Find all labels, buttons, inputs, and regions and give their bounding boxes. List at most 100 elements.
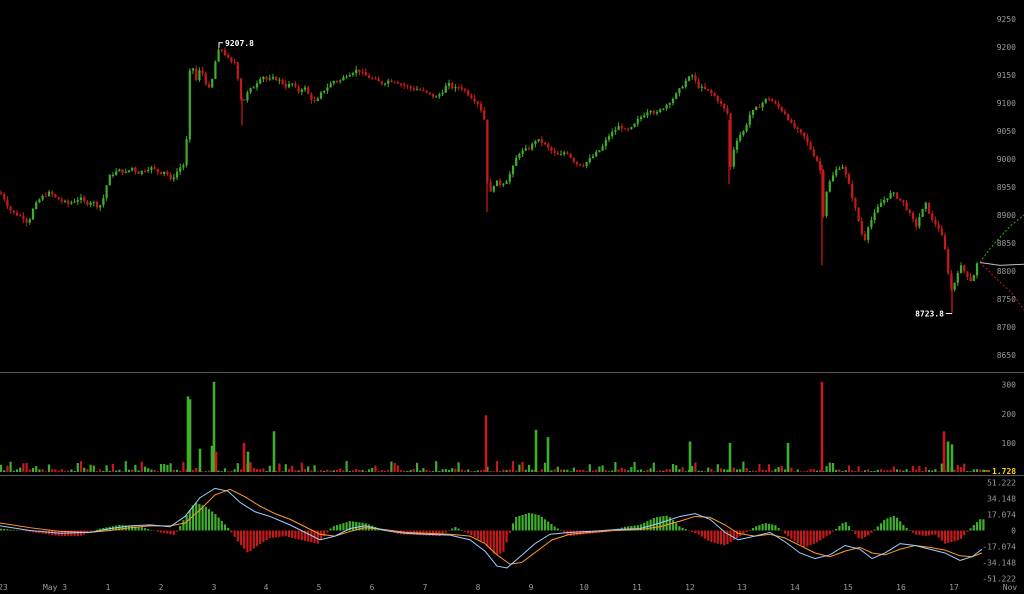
- candle-body[interactable]: [9, 206, 12, 211]
- candle-body[interactable]: [147, 169, 150, 172]
- candle-body[interactable]: [105, 185, 108, 199]
- candle-body[interactable]: [655, 112, 659, 114]
- volume-bar[interactable]: [307, 466, 310, 472]
- volume-bar[interactable]: [486, 466, 489, 472]
- price-panel[interactable]: 9207.8 8723.8: [0, 39, 1024, 319]
- volume-bar[interactable]: [319, 470, 323, 472]
- candle-body[interactable]: [92, 201, 95, 203]
- candle-body[interactable]: [703, 86, 707, 89]
- candle-body[interactable]: [892, 192, 895, 194]
- volume-bar[interactable]: [758, 463, 761, 472]
- candle-body[interactable]: [585, 162, 588, 166]
- volume-bar[interactable]: [214, 451, 218, 472]
- candle-body[interactable]: [239, 78, 243, 100]
- volume-bar[interactable]: [473, 471, 476, 472]
- candle-body[interactable]: [102, 198, 105, 206]
- volume-bar[interactable]: [617, 469, 620, 472]
- candle-body[interactable]: [963, 265, 966, 272]
- candle-body[interactable]: [943, 235, 947, 250]
- volume-bar[interactable]: [931, 470, 934, 472]
- candle-body[interactable]: [115, 171, 118, 175]
- volume-bar[interactable]: [51, 469, 54, 472]
- candle-body[interactable]: [729, 113, 732, 167]
- volume-bar[interactable]: [454, 468, 457, 472]
- volume-bar[interactable]: [444, 469, 447, 472]
- candle-body[interactable]: [191, 68, 195, 71]
- candle-body[interactable]: [47, 191, 51, 196]
- candle-body[interactable]: [719, 101, 723, 104]
- volume-bar[interactable]: [799, 471, 803, 472]
- volume-bar[interactable]: [691, 466, 694, 472]
- volume-bar[interactable]: [892, 466, 895, 472]
- volume-bar[interactable]: [728, 442, 732, 472]
- volume-bar[interactable]: [502, 469, 505, 472]
- candle-body[interactable]: [54, 194, 57, 198]
- candle-body[interactable]: [726, 108, 729, 114]
- candle-body[interactable]: [403, 84, 406, 86]
- volume-bar[interactable]: [950, 444, 954, 472]
- candle-body[interactable]: [227, 55, 230, 58]
- candle-body[interactable]: [121, 169, 124, 173]
- volume-bar[interactable]: [361, 470, 364, 472]
- candle-body[interactable]: [188, 70, 191, 140]
- candle-body[interactable]: [774, 101, 777, 104]
- candle-body[interactable]: [591, 156, 595, 159]
- volume-bar[interactable]: [831, 462, 835, 472]
- candle-body[interactable]: [822, 170, 825, 217]
- volume-bar[interactable]: [377, 471, 380, 472]
- candle-body[interactable]: [502, 183, 505, 186]
- volume-bar[interactable]: [275, 470, 278, 472]
- volume-bar[interactable]: [946, 441, 950, 472]
- volume-bar[interactable]: [467, 469, 470, 472]
- candle-body[interactable]: [883, 200, 886, 203]
- candle-body[interactable]: [217, 49, 220, 62]
- candle-body[interactable]: [518, 154, 521, 158]
- candle-body[interactable]: [956, 273, 959, 283]
- volume-bar[interactable]: [99, 469, 102, 472]
- volume-bar[interactable]: [627, 470, 630, 472]
- volume-bar[interactable]: [924, 467, 927, 472]
- candle-body[interactable]: [873, 212, 876, 220]
- volume-bar[interactable]: [559, 469, 563, 472]
- volume-bar[interactable]: [342, 470, 345, 472]
- volume-bar[interactable]: [297, 470, 300, 472]
- candle-body[interactable]: [665, 104, 668, 109]
- volume-bar[interactable]: [521, 462, 524, 472]
- volume-bar[interactable]: [287, 469, 291, 472]
- volume-bar[interactable]: [195, 467, 198, 472]
- volume-bar[interactable]: [646, 469, 649, 472]
- candle-body[interactable]: [508, 174, 511, 182]
- volume-bar[interactable]: [246, 451, 250, 472]
- candle-body[interactable]: [473, 98, 476, 102]
- volume-bar[interactable]: [281, 471, 284, 472]
- volume-bar[interactable]: [323, 470, 326, 472]
- candle-body[interactable]: [713, 92, 716, 96]
- volume-bar[interactable]: [780, 466, 783, 472]
- volume-bar[interactable]: [982, 469, 985, 472]
- volume-bar[interactable]: [537, 471, 540, 472]
- candle-body[interactable]: [444, 85, 447, 93]
- candle-body[interactable]: [57, 197, 60, 200]
- volume-bar[interactable]: [972, 469, 975, 472]
- candle-body[interactable]: [479, 103, 483, 111]
- candle-body[interactable]: [460, 87, 463, 90]
- candle-body[interactable]: [732, 149, 735, 167]
- volume-bar[interactable]: [291, 465, 294, 472]
- volume-bar[interactable]: [563, 469, 566, 472]
- volume-bar[interactable]: [492, 471, 495, 472]
- candle-body[interactable]: [51, 191, 54, 195]
- candle-body[interactable]: [863, 233, 867, 240]
- volume-panel[interactable]: 1.728: [0, 381, 1016, 476]
- candle-body[interactable]: [579, 164, 582, 166]
- volume-bar[interactable]: [326, 469, 329, 472]
- candle-body[interactable]: [617, 126, 620, 131]
- volume-bar[interactable]: [201, 471, 204, 472]
- volume-bar[interactable]: [115, 470, 118, 472]
- volume-bar[interactable]: [431, 471, 435, 472]
- candle-body[interactable]: [620, 126, 623, 129]
- volume-bar[interactable]: [63, 471, 67, 472]
- candle-body[interactable]: [307, 87, 310, 94]
- volume-bar[interactable]: [76, 462, 79, 472]
- volume-bar[interactable]: [838, 469, 841, 472]
- candle-body[interactable]: [230, 57, 233, 62]
